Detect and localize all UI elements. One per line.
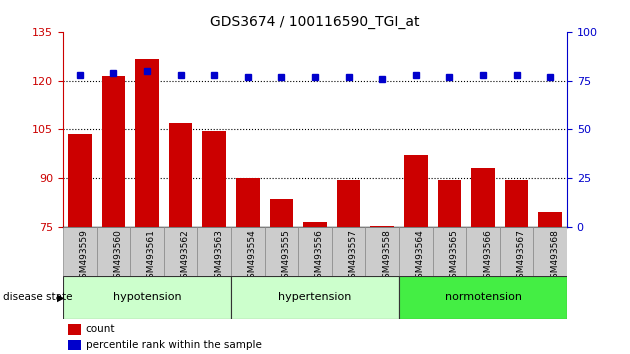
Bar [365,227,399,276]
Bar [63,276,231,319]
Bar [197,227,231,276]
Text: hypotension: hypotension [113,292,181,302]
Bar [63,227,96,276]
Bar [471,168,495,354]
Bar [433,227,466,276]
Text: GSM493566: GSM493566 [483,229,492,284]
Bar [404,155,428,354]
Text: GSM493560: GSM493560 [113,229,122,284]
Bar [337,179,360,354]
Bar [332,227,365,276]
Bar [303,222,327,354]
Bar [539,212,562,354]
Bar [466,227,500,276]
Text: GSM493563: GSM493563 [214,229,223,284]
Bar [438,179,461,354]
Bar [68,340,81,350]
Bar [101,76,125,354]
Bar [164,227,197,276]
Text: hypertension: hypertension [278,292,352,302]
Text: GSM493561: GSM493561 [147,229,156,284]
Bar [534,227,567,276]
Text: GSM493568: GSM493568 [550,229,559,284]
Text: disease state: disease state [3,292,72,302]
Bar [231,276,399,319]
Bar [130,227,164,276]
Bar [68,134,91,354]
Text: GSM493554: GSM493554 [248,229,257,284]
Text: percentile rank within the sample: percentile rank within the sample [86,340,261,350]
Text: GSM493564: GSM493564 [416,229,425,284]
Bar [96,227,130,276]
Bar [68,324,81,335]
Bar [500,227,534,276]
Bar [399,227,433,276]
Bar [202,131,226,354]
Bar [270,199,293,354]
Text: GSM493556: GSM493556 [315,229,324,284]
Text: GSM493562: GSM493562 [181,229,190,284]
Bar [231,227,265,276]
Text: GSM493559: GSM493559 [80,229,89,284]
Bar [265,227,298,276]
Bar [169,123,192,354]
Bar [399,276,567,319]
Bar [135,59,159,354]
Title: GDS3674 / 100116590_TGI_at: GDS3674 / 100116590_TGI_at [210,16,420,29]
Text: count: count [86,324,115,334]
Text: GSM493567: GSM493567 [517,229,525,284]
Bar [298,227,332,276]
Bar [505,179,529,354]
Text: normotension: normotension [445,292,522,302]
Bar [370,226,394,354]
Bar [236,178,260,354]
Text: GSM493558: GSM493558 [382,229,391,284]
Text: GSM493565: GSM493565 [449,229,459,284]
Text: GSM493555: GSM493555 [282,229,290,284]
Text: GSM493557: GSM493557 [348,229,358,284]
Text: ▶: ▶ [57,292,64,302]
